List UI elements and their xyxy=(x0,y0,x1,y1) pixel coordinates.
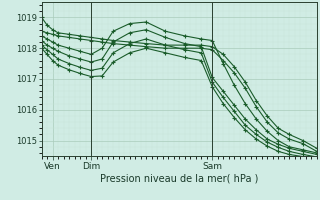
X-axis label: Pression niveau de la mer( hPa ): Pression niveau de la mer( hPa ) xyxy=(100,173,258,183)
